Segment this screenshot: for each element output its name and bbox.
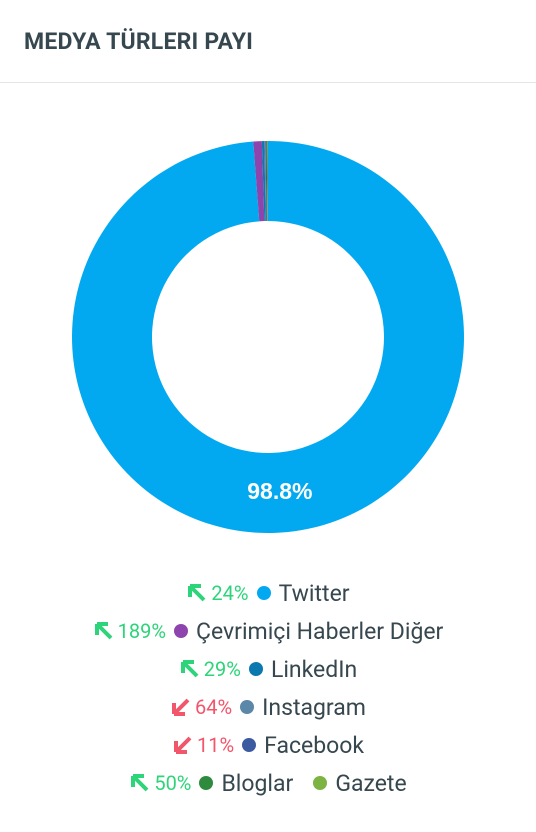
legend-dot	[313, 776, 328, 790]
donut-slice	[261, 141, 266, 222]
donut-slice	[265, 141, 268, 222]
donut-slice	[267, 141, 268, 222]
slice-label: 98.8%	[247, 478, 312, 504]
legend-label: Twitter	[278, 579, 350, 607]
legend-label: Bloglar	[221, 769, 294, 797]
change: 64%	[170, 695, 232, 719]
legend-item: 189% Çevrimiçi Haberler Diğer	[93, 617, 444, 645]
legend-label: LinkedIn	[270, 655, 358, 683]
legend-row: 189% Çevrimiçi Haberler Diğer	[0, 612, 536, 650]
arrow-path	[188, 584, 206, 602]
legend-item: 64% Instagram	[170, 694, 366, 721]
legend-dot	[248, 662, 263, 676]
legend-item: 11% Facebook	[172, 732, 364, 759]
legend-item: 29% LinkedIn	[179, 656, 357, 683]
change-label: 11%	[196, 733, 235, 757]
change-arrow	[180, 660, 199, 678]
change: 50%	[129, 771, 191, 795]
change-arrow	[173, 736, 192, 754]
legend-row: 64% Instagram	[0, 688, 536, 726]
donut-slice	[266, 141, 268, 222]
legend-label: Instagram	[262, 693, 366, 721]
arrow-path	[172, 698, 190, 716]
legend: 24% Twitter 189% Çevrimiçi Haberler Diğer 29…	[0, 574, 536, 802]
legend-label: Gazete	[335, 769, 407, 797]
change-arrow	[188, 584, 206, 602]
legend-row: 50% Bloglar Gazete	[0, 764, 536, 802]
legend-label: Çevrimiçi Haberler Diğer	[196, 617, 444, 645]
arrow-path	[180, 660, 199, 678]
change: 11%	[172, 733, 234, 757]
change: 189%	[93, 619, 166, 643]
donut-chart: 98.8%	[72, 141, 465, 533]
donut-slice	[264, 141, 267, 222]
card-title: MEDYA TÜRLERI PAYI	[24, 28, 254, 55]
change-label: 189%	[117, 619, 166, 643]
legend-row: 11% Facebook	[0, 726, 536, 764]
legend-dot	[199, 776, 214, 790]
change-label: 24%	[211, 581, 249, 605]
legend-row: 24% Twitter	[0, 574, 536, 612]
change-label: 50%	[154, 771, 192, 795]
change-label: 64%	[195, 695, 233, 719]
arrow-path	[94, 622, 113, 640]
legend-item: Gazete	[313, 769, 407, 797]
legend-row: 29% LinkedIn	[0, 650, 536, 688]
change: 29%	[179, 657, 241, 681]
change-arrow	[94, 622, 113, 640]
donut-slice	[72, 141, 465, 533]
arrow-path	[131, 774, 149, 792]
change-label: 29%	[203, 657, 241, 681]
change: 24%	[186, 581, 249, 605]
arrow-path	[173, 736, 192, 754]
legend-item: 24% Twitter	[186, 579, 350, 607]
legend-dot	[240, 700, 255, 714]
donut-slice	[253, 141, 265, 222]
legend-dot	[174, 624, 188, 638]
change-arrow	[172, 698, 190, 716]
divider	[0, 82, 536, 83]
legend-dot	[256, 586, 271, 600]
change-arrow	[131, 774, 149, 792]
legend-label: Facebook	[264, 731, 365, 759]
legend-dot	[242, 738, 257, 752]
legend-item: 50% Bloglar	[129, 770, 293, 797]
